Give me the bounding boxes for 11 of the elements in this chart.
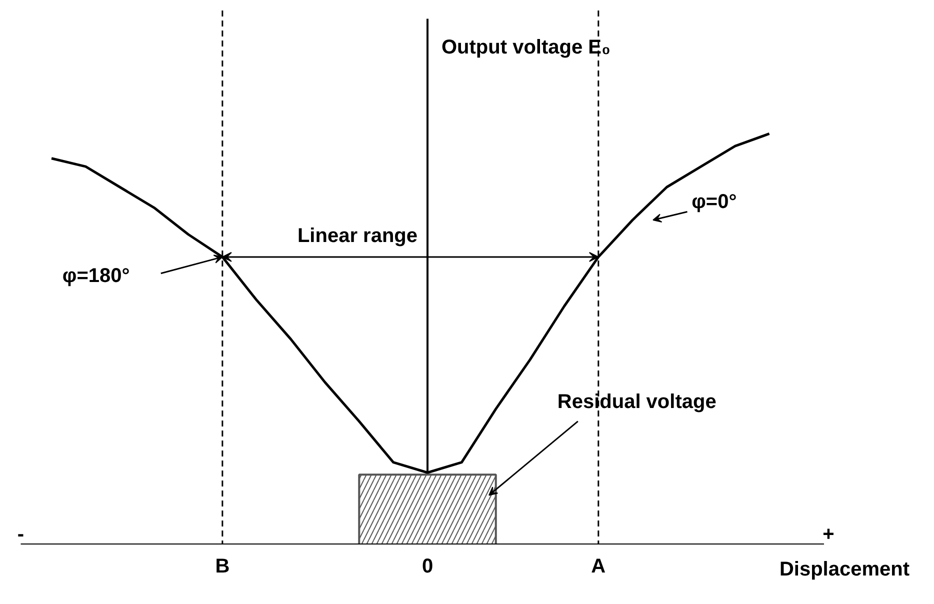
x-tick-label: B — [215, 556, 230, 578]
x-tick-label: 0 — [422, 556, 434, 578]
text: + — [822, 524, 834, 546]
x-tick-label: A — [591, 556, 606, 578]
x-axis-title: Displacement — [779, 558, 910, 580]
annotation: Linear range — [297, 224, 418, 247]
text: - — [17, 524, 24, 546]
annotation: φ=180° — [62, 264, 130, 287]
annotation: φ=0° — [692, 191, 737, 214]
y-axis-title: Output voltage E₀ — [442, 36, 611, 59]
annotation: Residual voltage — [557, 391, 716, 414]
